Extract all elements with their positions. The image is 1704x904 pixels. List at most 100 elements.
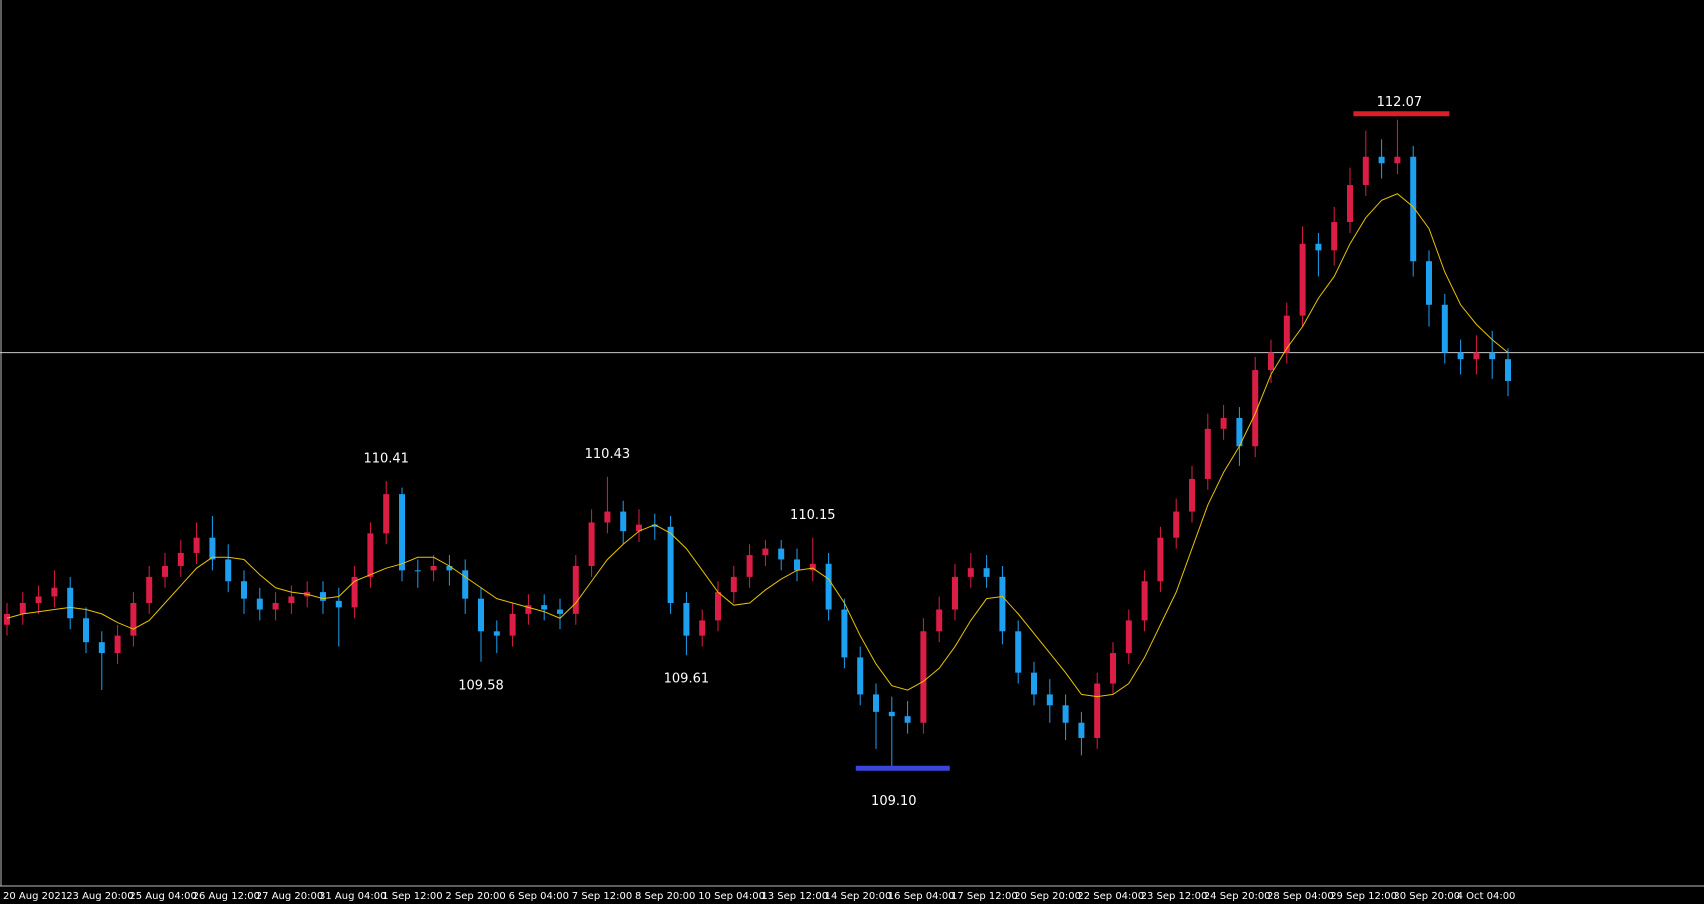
candle-body [1473,352,1480,360]
candle-body [588,522,595,566]
candle-body [888,711,895,717]
candle-body [1236,417,1243,447]
candle-body [1347,185,1353,223]
trough-label: 109.61 [664,672,710,687]
candle-body [1204,428,1211,479]
candle-body [414,570,421,572]
candle-body [272,603,279,610]
candle-body [920,631,927,723]
candle-body [730,576,737,593]
x-tick-label: 13 Sep 12:00 [761,891,828,902]
candle-body [320,592,326,601]
candle-body [351,576,358,608]
candle-body [857,657,864,695]
candle-body [841,609,848,658]
candle-body [98,642,105,654]
candle-body [4,613,10,625]
candle-body [873,694,879,712]
x-tick-label: 23 Sep 12:00 [1141,891,1208,902]
candle-body [620,511,627,532]
candle-body [667,526,674,604]
candle-body [1252,370,1259,447]
x-tick-label: 7 Sep 12:00 [572,891,632,902]
candle-body [383,494,390,534]
candle-body [967,568,974,577]
candle-body [778,548,785,560]
x-tick-label: 8 Sep 20:00 [635,891,695,902]
candle-body [1141,581,1148,621]
trough-label: 109.58 [458,678,504,693]
candle-body [35,596,42,604]
candle-body [209,537,216,560]
x-tick-label: 20 Aug 2021 [3,891,67,902]
candle-body [288,596,295,604]
x-tick-label: 14 Sep 20:00 [825,891,892,902]
candle-body [794,559,800,571]
moving-average [6,193,1509,698]
candle-body [478,598,484,632]
candle-body [999,576,1006,632]
x-tick-label: 31 Aug 04:00 [319,891,386,902]
candle-body [430,565,437,571]
candle-body [1268,352,1274,371]
candle-body [541,605,548,610]
peak-label: 110.41 [363,452,409,467]
candle-body [446,565,453,571]
candle-body [114,635,121,654]
x-tick-label: 26 Aug 12:00 [193,891,260,902]
candle-body [1125,620,1132,654]
candle-body [904,716,911,723]
candle-body [509,613,516,636]
candle-body [1157,537,1164,582]
candle-body [146,576,153,604]
candle-body [572,565,579,614]
candle-body [462,570,469,599]
candle-body [1220,417,1227,429]
candle-body [177,552,184,566]
candle-body [225,559,232,582]
candle-body [1031,672,1037,695]
candle-body [983,568,990,577]
max-label: 112.07 [1377,95,1423,110]
x-tick-label: 17 Sep 12:00 [951,891,1018,902]
candle-body [825,563,832,610]
x-tick-label: 4 Oct 04:00 [1457,891,1516,902]
x-tick-label: 30 Sep 20:00 [1393,891,1460,902]
candle-body [651,524,658,527]
candle-body [1046,694,1053,706]
candle-body [604,511,611,523]
peak-label: 110.43 [585,447,631,462]
candle-body [1394,156,1401,164]
candle-body [1062,705,1069,723]
candle-body [952,576,958,610]
min-label: 109.10 [871,794,917,809]
candle-body [130,603,137,636]
candle-body [1315,243,1322,251]
candle-body [1189,478,1195,512]
candle-body [699,620,706,636]
candle-body [1410,156,1417,262]
candle-body [1094,683,1101,738]
candle-body [1457,352,1464,360]
candle-body [1110,653,1116,684]
x-tick-label: 2 Sep 20:00 [445,891,505,902]
peak-label: 110.15 [790,508,836,523]
candle-body [525,605,532,614]
candle-body [367,533,374,577]
candle-body [67,587,74,619]
candle-body [19,603,26,614]
candle-body [1378,156,1385,164]
candle-body [193,537,200,553]
candle-body [1299,243,1306,316]
x-tick-label: 28 Sep 04:00 [1267,891,1334,902]
x-tick-label: 27 Aug 20:00 [256,891,323,902]
x-tick-label: 24 Sep 20:00 [1204,891,1271,902]
x-tick-label: 6 Sep 04:00 [509,891,569,902]
candle-body [1283,315,1290,353]
candle-body [399,494,405,571]
candle-body [1426,261,1432,305]
candle-body [1331,222,1338,251]
candle-body [683,603,690,636]
